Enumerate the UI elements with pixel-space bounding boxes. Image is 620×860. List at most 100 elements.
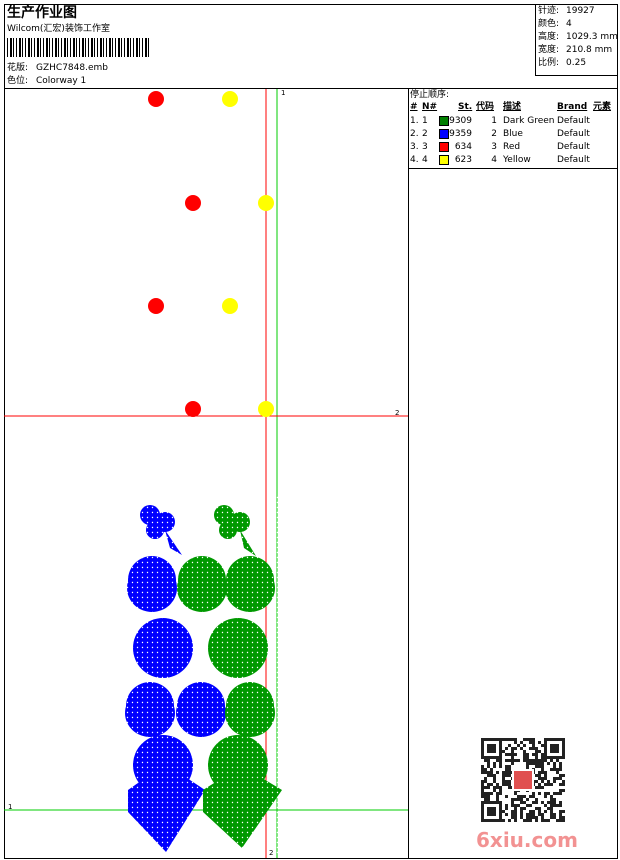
qr-module — [505, 738, 508, 741]
qr-module — [550, 783, 553, 786]
qr-module — [541, 801, 544, 804]
qr-module — [544, 759, 547, 762]
qr-module — [514, 807, 517, 810]
qr-module — [535, 753, 538, 756]
qr-module — [535, 762, 538, 765]
qr-module — [520, 798, 523, 801]
qr-module — [514, 741, 517, 744]
qr-module — [526, 816, 529, 819]
qr-module — [559, 774, 562, 777]
qr-module — [499, 759, 502, 762]
qr-module — [544, 810, 547, 813]
qr-module — [523, 759, 526, 762]
qr-module — [505, 771, 508, 774]
qr-module — [559, 762, 562, 765]
qr-module — [559, 783, 562, 786]
colorway: Colorway 1 — [36, 76, 87, 86]
qr-module — [520, 816, 523, 819]
qr-module — [523, 756, 526, 759]
qr-module — [517, 795, 520, 798]
qr-module — [541, 756, 544, 759]
qr-module — [511, 738, 514, 741]
info-label: 比例: — [538, 58, 560, 68]
qr-module — [544, 819, 547, 822]
qr-module — [514, 819, 517, 822]
qr-module — [496, 798, 499, 801]
cell: Default — [557, 129, 590, 139]
qr-module — [505, 780, 508, 783]
qr-module — [496, 792, 499, 795]
qr-module — [529, 747, 532, 750]
cell: 1 — [422, 116, 428, 126]
qr-module — [529, 816, 532, 819]
qr-module — [544, 774, 547, 777]
qr-module — [523, 738, 526, 741]
qr-module — [499, 792, 502, 795]
qr-module — [511, 816, 514, 819]
qr-module — [550, 759, 553, 762]
qr-module — [544, 783, 547, 786]
guide-label: 1 — [8, 803, 13, 811]
info-value: 210.8 mm — [566, 45, 613, 55]
qr-module — [484, 759, 487, 762]
cell: 9359 — [449, 129, 472, 139]
rule — [408, 88, 409, 858]
qr-module — [526, 759, 529, 762]
qr-module — [550, 795, 553, 798]
qr-module — [541, 813, 544, 816]
qr-module — [562, 783, 565, 786]
qr-module — [541, 780, 544, 783]
qr-module — [511, 753, 514, 756]
qr-module — [526, 765, 529, 768]
design-area — [4, 89, 408, 858]
guide-label: 1 — [281, 89, 286, 97]
column-header: 描述 — [503, 102, 522, 112]
cell: 2 — [491, 129, 497, 139]
qr-module — [508, 786, 511, 789]
qr-module — [538, 777, 541, 780]
rule — [535, 75, 617, 76]
qr-module — [508, 753, 511, 756]
cell: Blue — [503, 129, 523, 139]
qr-module — [520, 747, 523, 750]
qr-module — [556, 804, 559, 807]
qr-module — [550, 804, 553, 807]
qr-module — [508, 744, 511, 747]
qr-module — [496, 783, 499, 786]
qr-module — [550, 768, 553, 771]
qr-module — [505, 804, 508, 807]
qr-module — [481, 768, 484, 771]
qr-module — [508, 768, 511, 771]
qr-module — [544, 795, 547, 798]
qr-module — [520, 795, 523, 798]
cell: 634 — [454, 142, 472, 152]
qr-module — [550, 810, 553, 813]
qr-module — [496, 786, 499, 789]
qr-module — [499, 765, 502, 768]
dots — [148, 91, 274, 417]
title: 生产作业图 — [7, 5, 77, 21]
qr-module — [529, 795, 532, 798]
qr-module — [517, 744, 520, 747]
qr-module — [526, 819, 529, 822]
qr-module — [493, 777, 496, 780]
qr-module — [517, 798, 520, 801]
qr-module — [535, 765, 538, 768]
qr-module — [523, 819, 526, 822]
rule — [4, 88, 617, 89]
qr-module — [550, 807, 553, 810]
qr-module — [517, 804, 520, 807]
qr-module — [535, 786, 538, 789]
qr-module — [559, 768, 562, 771]
qr-module — [538, 783, 541, 786]
qr-module — [511, 756, 514, 759]
qr-module — [553, 768, 556, 771]
qr-module — [550, 816, 553, 819]
qr-module — [487, 759, 490, 762]
column-header: 代码 — [476, 102, 495, 112]
qr-module — [481, 765, 484, 768]
qr-module — [514, 753, 517, 756]
qr-code — [481, 738, 565, 822]
cell: 2. — [410, 129, 419, 139]
qr-module — [514, 816, 517, 819]
